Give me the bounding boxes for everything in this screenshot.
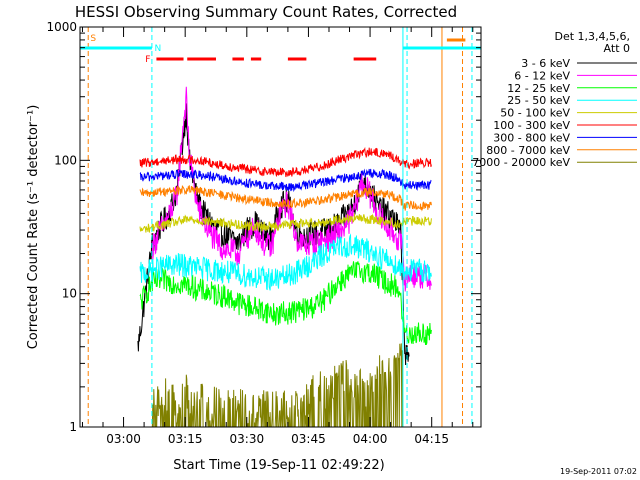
chart-title: HESSI Observing Summary Count Rates, Cor… xyxy=(75,3,457,21)
marker-label-f: F xyxy=(145,55,150,65)
legend-label-3: 25 - 50 keV xyxy=(507,94,570,107)
legend-label-2: 12 - 25 keV xyxy=(507,82,570,95)
series-line-6 xyxy=(139,168,432,193)
legend-header-line1: Det 1,3,4,5,6, xyxy=(554,30,630,43)
legend-label-5: 100 - 300 keV xyxy=(493,119,570,132)
marker-label-s: S xyxy=(90,34,96,44)
y-tick-label-0: 1 xyxy=(69,420,77,434)
y-tick-label-1: 10 xyxy=(62,287,77,301)
series-line-7 xyxy=(139,185,432,212)
legend-label-0: 3 - 6 keV xyxy=(521,57,570,70)
legend-label-8: 7000 - 20000 keV xyxy=(472,156,570,169)
axis-ticks: 03:00 03:15 03:30 03:45 04:00 04:15 1 10 100 1000 xyxy=(46,20,481,446)
series-line-3 xyxy=(139,233,432,291)
x-tick-label-3: 03:45 xyxy=(291,432,326,446)
x-axis-title: Start Time (19-Sep-11 02:49:22) xyxy=(173,458,384,473)
series-line-8 xyxy=(151,343,404,428)
marker-label-n: N xyxy=(155,44,162,54)
x-tick-label-2: 03:30 xyxy=(230,432,265,446)
legend-header-line2: Att 0 xyxy=(604,42,630,55)
series-line-2 xyxy=(139,261,432,346)
series-layer xyxy=(137,86,432,428)
x-tick-label-5: 04:15 xyxy=(414,432,449,446)
series-line-4 xyxy=(139,213,432,233)
series-line-5 xyxy=(139,146,432,178)
y-tick-label-2: 100 xyxy=(54,153,77,167)
x-tick-label-0: 03:00 xyxy=(106,432,141,446)
y-axis-title: Corrected Count Rate (s⁻¹ detector⁻¹) xyxy=(26,105,41,350)
legend-label-6: 300 - 800 keV xyxy=(493,131,570,144)
generated-timestamp: 19-Sep-2011 07:02 xyxy=(560,467,637,476)
legend-label-1: 6 - 12 keV xyxy=(514,69,570,82)
legend-label-7: 800 - 7000 keV xyxy=(486,144,570,157)
annotation-layer: S NF xyxy=(80,27,481,427)
x-tick-label-1: 03:15 xyxy=(168,432,203,446)
y-tick-label-3: 1000 xyxy=(46,20,77,34)
legend-label-4: 50 - 100 keV xyxy=(500,107,570,120)
x-tick-label-4: 04:00 xyxy=(353,432,388,446)
plot-frame xyxy=(79,26,482,428)
